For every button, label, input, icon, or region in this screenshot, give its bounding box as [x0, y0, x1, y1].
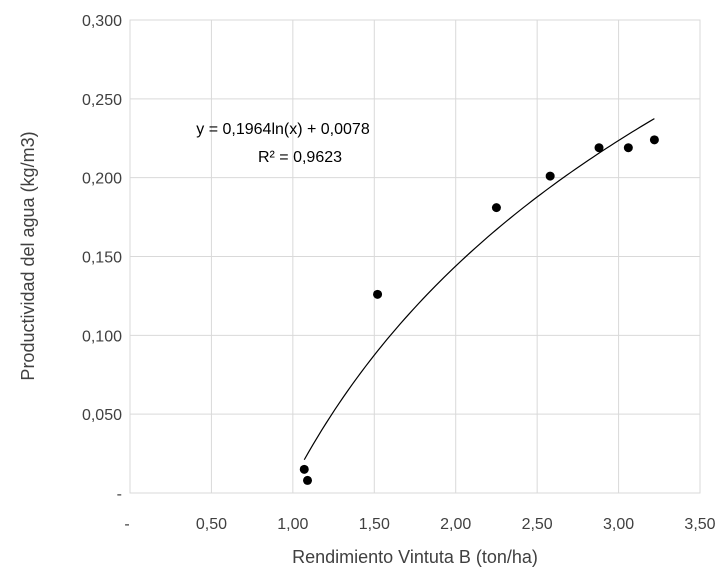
x-tick-label: 2,50	[522, 516, 553, 533]
log-trendline	[303, 118, 655, 461]
data-point	[299, 464, 309, 474]
trendline-equation: y = 0,1964ln(x) + 0,0078	[196, 121, 370, 138]
r-squared-label: R² = 0,9623	[258, 149, 342, 166]
data-point	[303, 475, 313, 485]
x-tick-label: 3,00	[603, 516, 634, 533]
y-axis-tick-labels: - 0,050 0,100 0,150 0,200 0,250 0,300	[82, 13, 122, 503]
x-tick-label: 1,50	[359, 516, 390, 533]
x-tick-label: 0,50	[196, 516, 227, 533]
data-point	[545, 171, 555, 181]
data-point	[373, 289, 383, 299]
y-tick-label: 0,200	[82, 171, 122, 188]
grid-lines	[130, 19, 701, 493]
data-point	[623, 143, 633, 153]
x-tick-label: 2,00	[440, 516, 471, 533]
x-tick-label: 3,50	[684, 516, 715, 533]
y-tick-label: 0,050	[82, 407, 122, 424]
data-points	[299, 135, 659, 485]
y-tick-label: 0,300	[82, 13, 122, 30]
y-axis-title: Productividad del agua (kg/m3)	[18, 131, 38, 380]
data-point	[491, 203, 501, 213]
plot-area-border	[129, 19, 701, 494]
x-axis-title: Rendimiento Vintuta B (ton/ha)	[292, 547, 538, 567]
data-point	[649, 135, 659, 145]
y-tick-label: 0,250	[82, 92, 122, 109]
x-tick-label: -	[124, 516, 129, 533]
y-tick-label: 0,150	[82, 250, 122, 267]
data-point	[594, 143, 604, 153]
y-tick-label: 0,100	[82, 328, 122, 345]
y-tick-label: -	[117, 486, 122, 503]
x-axis-tick-labels: - 0,50 1,00 1,50 2,00 2,50 3,00 3,50	[124, 516, 715, 533]
x-tick-label: 1,00	[277, 516, 308, 533]
